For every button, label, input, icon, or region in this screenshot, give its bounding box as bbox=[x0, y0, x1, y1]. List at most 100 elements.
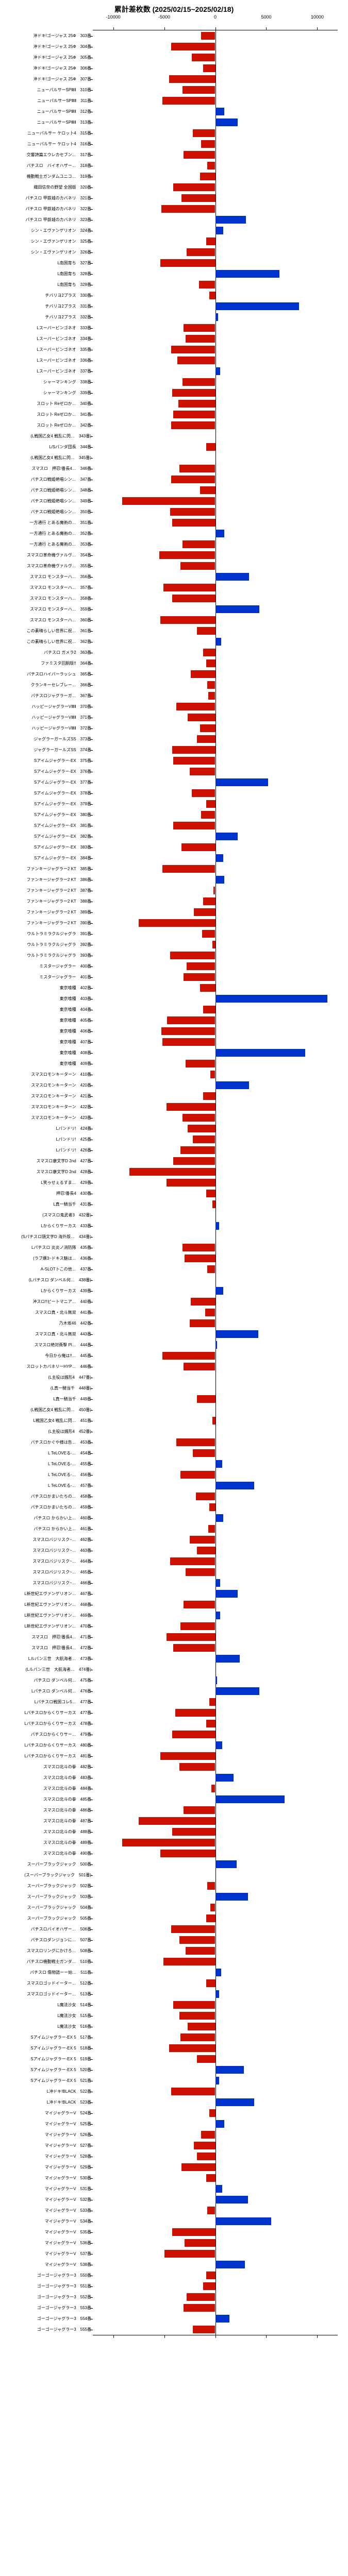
bar bbox=[197, 735, 216, 743]
row-label: スマスロ北斗の拳 483番 bbox=[1, 1772, 91, 1783]
data-row: スマスロ康文字D 2nd 428番 bbox=[93, 1166, 338, 1177]
data-row: ゴーゴージャグラー3 554番 bbox=[93, 2313, 338, 2324]
row-label: マイジャグラーV 530番 bbox=[1, 2173, 91, 2183]
data-row: スマスロ北斗の拳 485番 bbox=[93, 1794, 338, 1805]
bar bbox=[203, 1006, 216, 1013]
x-axis-top: -10000-50000500010000 bbox=[93, 14, 338, 30]
bar bbox=[160, 1850, 216, 1857]
data-row: ファンキージャグラー2 KT 386番 bbox=[93, 874, 338, 885]
data-row: パチスロかぐや様は告… 453番 bbox=[93, 1437, 338, 1448]
data-row: ハッピージャグラーVⅢⅡ 371番 bbox=[93, 712, 338, 723]
data-row: A-SLOT卜この他… 437番 bbox=[93, 1264, 338, 1275]
data-row: ニューパルサーSPⅢⅡ 313番 bbox=[93, 117, 338, 128]
data-row: クランキーセレブレー… 366番 bbox=[93, 680, 338, 690]
row-label: スマスロモンキーターン 410番 bbox=[1, 1069, 91, 1080]
row-label: スマスロ康文字D 2nd 427番 bbox=[1, 1156, 91, 1166]
data-row: 今日から俺は!!… 445番 bbox=[93, 1350, 338, 1361]
data-row: マイジャグラーV 527番 bbox=[93, 2140, 338, 2151]
bar bbox=[173, 2001, 215, 2009]
row-label: Lルパン三世 大航海者… 473番 bbox=[1, 1653, 91, 1664]
row-label: 沖ドキ!ゴージャス 25Φ 306番 bbox=[1, 63, 91, 74]
bar bbox=[170, 508, 215, 516]
bar bbox=[197, 627, 216, 635]
bar bbox=[209, 292, 216, 299]
row-label: ニューパルサーSPⅢⅡ 310番 bbox=[1, 84, 91, 95]
bar bbox=[216, 313, 219, 321]
row-label: パチスロ戦姫絶唱シン… 349番 bbox=[1, 496, 91, 506]
data-row: Lパチスロからくりサーカス 481番 bbox=[93, 1751, 338, 1761]
data-row: Lスーパービンゴネオ 333番 bbox=[93, 323, 338, 333]
row-label: Lパチスロ 炎炎ノ消防隊 435番 bbox=[1, 1242, 91, 1253]
row-label: スマスロバジリスク~… 464番 bbox=[1, 1556, 91, 1567]
bar bbox=[161, 205, 216, 213]
x-tick-label: 5000 bbox=[261, 14, 271, 20]
data-row: Sアイムジャグラー-EX 5 521番 bbox=[93, 2075, 338, 2086]
row-label: Sアイムジャグラー-EX 380番 bbox=[1, 809, 91, 820]
data-row: パチスロ ガメラ2 363番 bbox=[93, 647, 338, 658]
row-label: マイジャグラーV 528番 bbox=[1, 2151, 91, 2162]
row-label: Sアイムジャグラー-EX 382番 bbox=[1, 831, 91, 842]
data-row: パチスロ戦姫絶唱シン… 347番 bbox=[93, 474, 338, 485]
data-row: Lスーパービンゴネオ 334番 bbox=[93, 333, 338, 344]
data-row: (スーパーブラックジャック 501番) bbox=[93, 1870, 338, 1880]
bar bbox=[178, 400, 215, 408]
row-label: スロッ卜カバネリ一HYP… 446番 bbox=[1, 1361, 91, 1372]
bar bbox=[173, 757, 215, 765]
data-row: Sアイムジャグラー-EX 375番 bbox=[93, 755, 338, 766]
row-label: パチスロ 傷物語ーー始… 511番 bbox=[1, 1967, 91, 1978]
bar bbox=[216, 2098, 254, 2106]
data-row: Sアイムジャグラー-EX 384番 bbox=[93, 853, 338, 863]
data-row: スロッ卜カバネリ一HYP… 446番 bbox=[93, 1361, 338, 1372]
row-label: ゴーゴージャグラー3 551番 bbox=[1, 2281, 91, 2292]
data-row: マイジャグラーV 535番 bbox=[93, 2227, 338, 2238]
row-label: Lスーパービンゴネオ 334番 bbox=[1, 333, 91, 344]
row-label: (スマスロ鬼武者3 432番) bbox=[1, 1210, 91, 1221]
bar bbox=[216, 1590, 238, 1598]
row-label: マイジャグラーV 532番 bbox=[1, 2194, 91, 2205]
bar bbox=[216, 1330, 258, 1338]
data-row: スーパーブラックジャック 505番 bbox=[93, 1913, 338, 1924]
data-row: シャーマンキング 338番 bbox=[93, 377, 338, 387]
row-label: ジャグラーガールズSS 374番 bbox=[1, 744, 91, 755]
row-label: 東京喰種 404番 bbox=[1, 1004, 91, 1015]
bar bbox=[192, 789, 216, 797]
row-label: パチスロバイオハザー… 506番 bbox=[1, 1924, 91, 1935]
row-label: スマスロ絶対衝撃 Pl… 444番 bbox=[1, 1340, 91, 1350]
data-row: マイジャグラーV 538番 bbox=[93, 2259, 338, 2270]
row-label: スマスロ北斗の拳 487番 bbox=[1, 1816, 91, 1826]
data-row: ゴーゴージャグラー3 553番 bbox=[93, 2302, 338, 2313]
bar bbox=[197, 2153, 216, 2160]
data-row: Lパンドリ! 425番 bbox=[93, 1134, 338, 1145]
chart-container: 累計差枚数 (2025/02/15~2025/02/18) -10000-500… bbox=[0, 0, 348, 2341]
bar bbox=[213, 887, 216, 894]
bar bbox=[191, 670, 216, 678]
data-row: この素晴らしい世界に祝… 361番 bbox=[93, 625, 338, 636]
data-row: マイジャグラーV 524番 bbox=[93, 2108, 338, 2119]
data-row: ニューパルサー ケロッ卜4 315番 bbox=[93, 128, 338, 139]
row-label: (L主役は銭形4 452番) bbox=[1, 1426, 91, 1437]
data-row: Lパチスロ ダンベル何… 476番 bbox=[93, 1686, 338, 1697]
row-label: ファンキージャグラー2 KT 385番 bbox=[1, 863, 91, 874]
bar bbox=[184, 973, 215, 981]
row-label: ニューパルサー ケロッ卜4 315番 bbox=[1, 128, 91, 139]
row-label: スマスロ モンスターハ… 360番 bbox=[1, 615, 91, 625]
data-row: Sアイムジャグラー-EX 5 520番 bbox=[93, 2064, 338, 2075]
row-label: ゴーゴージャグラー3 553番 bbox=[1, 2302, 91, 2313]
row-label: Lパチスロからくりサーカス 481番 bbox=[1, 1751, 91, 1761]
bar bbox=[190, 768, 215, 775]
bar bbox=[122, 497, 215, 505]
data-row: ウル卜ラミラクルジャグラ 393番 bbox=[93, 950, 338, 961]
data-row: スーパーブラックジャック 502番 bbox=[93, 1880, 338, 1891]
bar bbox=[203, 64, 216, 72]
bar bbox=[206, 2174, 216, 2182]
data-row: チバリヨ2プラス 331番 bbox=[93, 301, 338, 312]
row-label: マイジャグラーV 537番 bbox=[1, 2248, 91, 2259]
bar bbox=[173, 822, 215, 829]
bar bbox=[197, 1395, 216, 1403]
row-label: スマスロ モンスターハ… 356番 bbox=[1, 571, 91, 582]
bar bbox=[216, 2120, 225, 2128]
row-label: スーパーブラックジャック 502番 bbox=[1, 1880, 91, 1891]
bar bbox=[207, 1265, 216, 1273]
row-label: スマスロ北斗の拳 484番 bbox=[1, 1783, 91, 1794]
data-row: 東京喰種 402番 bbox=[93, 982, 338, 993]
